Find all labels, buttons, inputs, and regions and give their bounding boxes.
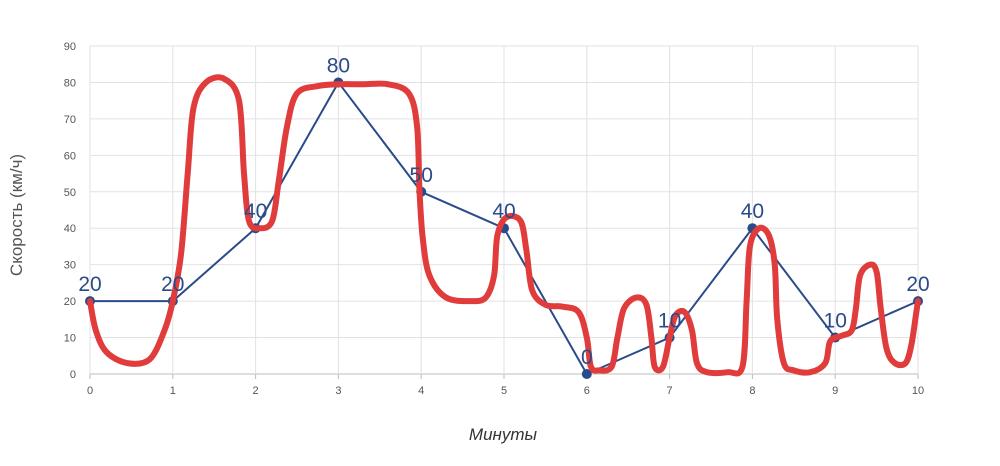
x-tick-label: 9 [832,385,838,397]
y-tick-label: 20 [64,296,76,308]
hand-drawn-annotation [87,74,921,377]
y-tick-label: 70 [64,114,76,126]
y-tick-label: 30 [64,260,76,272]
x-tick-label: 0 [87,385,93,397]
y-tick-label: 50 [64,187,76,199]
data-label: 40 [244,200,267,223]
x-tick-label: 6 [584,385,590,397]
x-tick-label: 4 [418,385,424,397]
y-tick-label: 40 [64,223,76,235]
y-axis-ticks: 0 10 20 30 40 50 60 70 80 90 [64,41,76,381]
data-label: 50 [410,164,433,187]
x-axis-ticks: 0 1 2 3 4 5 6 7 8 9 10 [87,374,924,397]
x-axis-title: Минуты [469,425,538,444]
data-label: 10 [824,310,847,333]
x-tick-label: 3 [335,385,341,397]
y-axis-title: Скорость (км/ч) [7,154,26,276]
data-point [581,369,592,379]
y-tick-label: 0 [70,369,76,381]
data-label: 40 [741,200,764,223]
x-tick-label: 8 [749,385,755,397]
data-label: 80 [327,54,350,77]
data-label: 20 [906,273,929,296]
data-labels-group: 20 20 40 80 50 40 0 10 40 10 20 [78,54,929,369]
data-label: 40 [492,200,515,223]
data-label: 0 [581,346,593,369]
y-tick-label: 10 [64,333,76,345]
data-label: 20 [78,273,101,296]
x-tick-label: 7 [667,385,673,397]
y-tick-label: 60 [64,150,76,162]
x-tick-label: 5 [501,385,507,397]
x-tick-label: 1 [170,385,176,397]
x-tick-label: 2 [253,385,259,397]
x-tick-label: 10 [912,385,924,397]
y-tick-label: 90 [64,41,76,53]
data-label: 20 [161,273,184,296]
data-label: 10 [658,310,681,333]
y-tick-label: 80 [64,77,76,89]
annotation-group [87,74,921,377]
